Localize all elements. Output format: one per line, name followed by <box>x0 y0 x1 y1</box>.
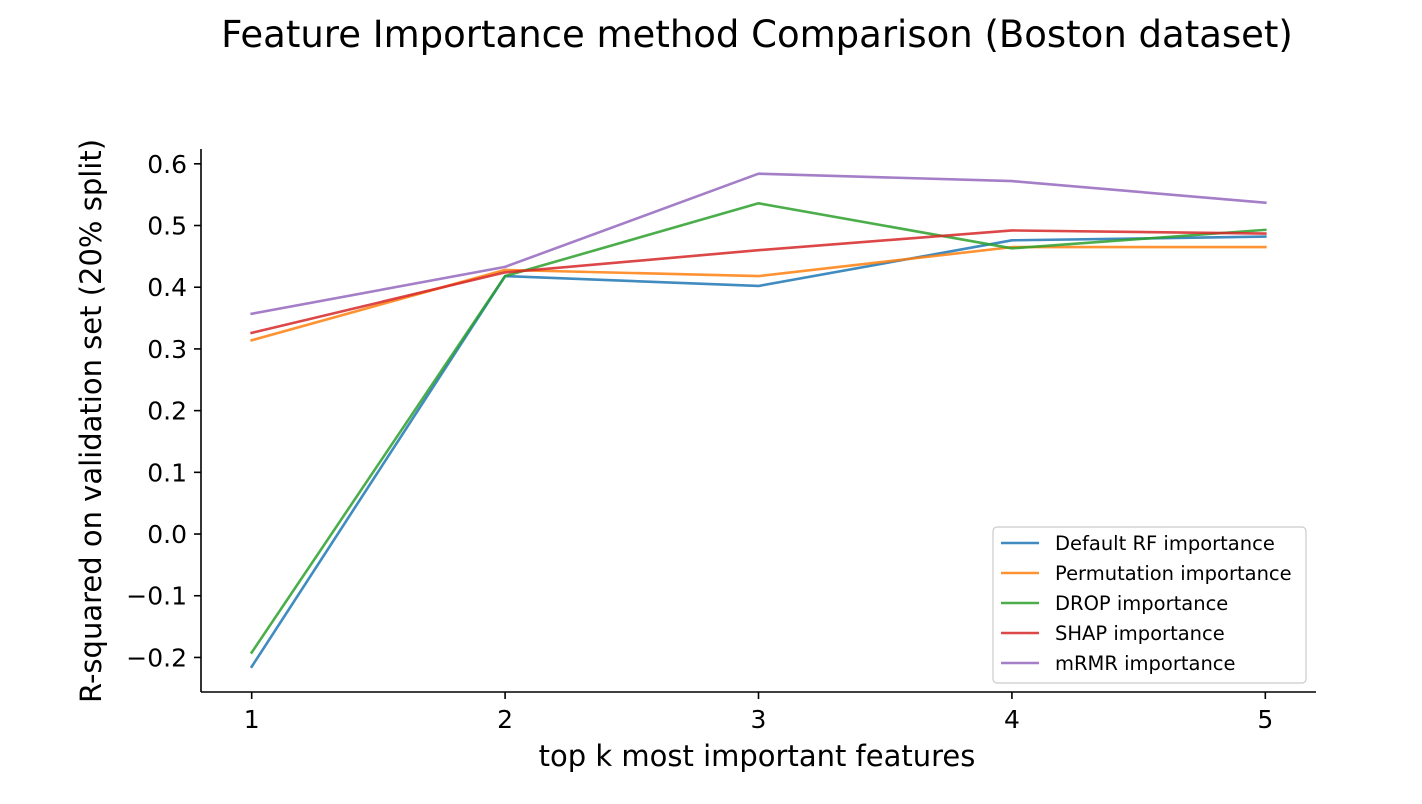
y-tick-label: −0.1 <box>126 582 187 611</box>
series-line-5 <box>250 172 1267 316</box>
y-tick-label: 0.0 <box>147 520 187 549</box>
y-tick-label: 0.3 <box>147 335 187 364</box>
series-line-2 <box>250 245 1267 342</box>
x-tick-label: 4 <box>1004 705 1020 734</box>
axes: −0.2 −0.1 0.0 0.1 0.2 0.3 0.4 0.5 0.6 1 2 3 4 5 <box>126 149 1316 734</box>
x-tick-label: 3 <box>751 705 767 734</box>
legend-entry: SHAP importance <box>1055 622 1225 645</box>
x-tick-label: 2 <box>497 705 513 734</box>
y-tick-label: −0.2 <box>126 643 187 672</box>
y-tick-label: 0.5 <box>147 212 187 241</box>
y-tick-label: 0.6 <box>147 150 187 179</box>
legend-frame <box>992 526 1307 684</box>
x-axis-label: top k most important features <box>539 739 976 773</box>
y-tick-label: 0.1 <box>147 458 187 487</box>
series-group <box>249 172 1267 669</box>
y-tick-label: 0.4 <box>147 273 187 302</box>
legend-entry: Default RF importance <box>1055 532 1275 555</box>
x-tick-label: 1 <box>244 705 260 734</box>
legend: Default RF importance Permutation importa… <box>992 526 1307 684</box>
chart-title: Feature Importance method Comparison (Bo… <box>221 13 1293 56</box>
legend-entry: DROP importance <box>1055 592 1228 615</box>
legend-entry: Permutation importance <box>1055 562 1292 585</box>
legend-entry: mRMR importance <box>1055 652 1236 675</box>
y-axis-label: R-squared on validation set (20% split) <box>74 139 108 703</box>
series-line-3 <box>249 202 1267 655</box>
series-line-4 <box>250 229 1267 335</box>
series-line-1 <box>249 235 1267 669</box>
y-tick-label: 0.2 <box>147 397 187 426</box>
x-tick-label: 5 <box>1257 705 1273 734</box>
